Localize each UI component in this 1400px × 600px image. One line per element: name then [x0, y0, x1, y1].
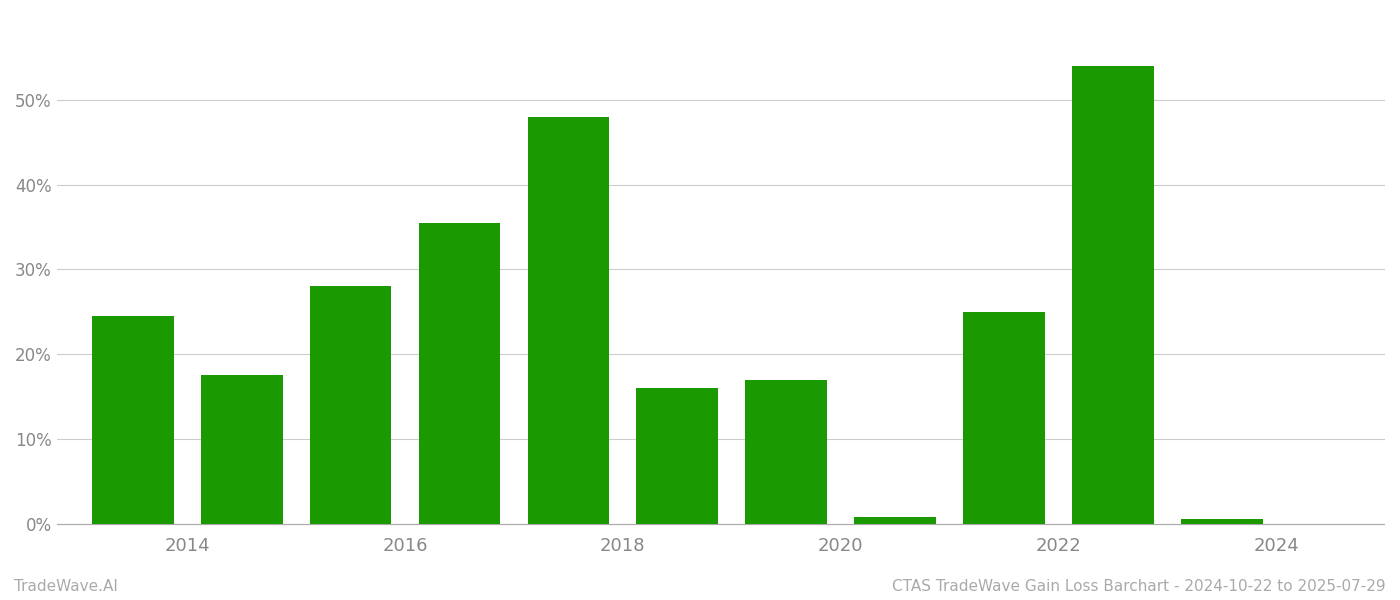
Text: TradeWave.AI: TradeWave.AI — [14, 579, 118, 594]
Bar — [854, 517, 935, 524]
Bar — [309, 286, 392, 524]
Bar — [528, 117, 609, 524]
Bar — [92, 316, 174, 524]
Bar — [200, 376, 283, 524]
Text: CTAS TradeWave Gain Loss Barchart - 2024-10-22 to 2025-07-29: CTAS TradeWave Gain Loss Barchart - 2024… — [892, 579, 1386, 594]
Bar — [963, 312, 1044, 524]
Bar — [1072, 66, 1154, 524]
Bar — [745, 380, 827, 524]
Bar — [419, 223, 500, 524]
Bar — [1180, 520, 1263, 524]
Bar — [637, 388, 718, 524]
